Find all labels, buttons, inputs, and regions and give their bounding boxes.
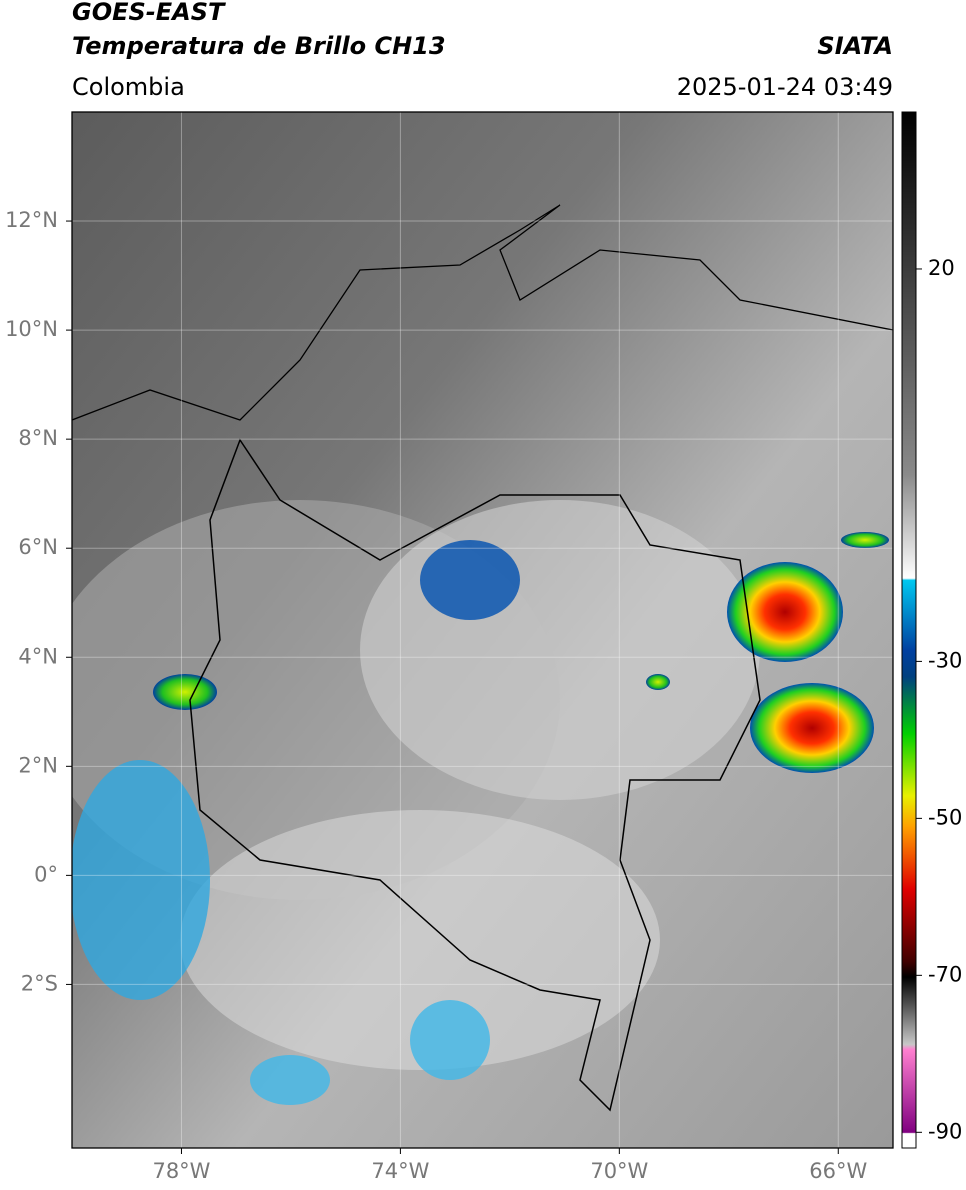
datetime: 2025-01-24 03:49: [677, 73, 893, 101]
convective-cell: [646, 674, 670, 690]
convective-cell: [841, 532, 889, 548]
convective-cell: [153, 674, 217, 710]
title: GOES-EAST: [72, 0, 226, 26]
map-imagery: [72, 112, 893, 1148]
x-tick-label: 66°W: [809, 1159, 867, 1183]
y-tick-label: 0°: [34, 862, 58, 886]
y-tick-label: 2°S: [21, 971, 58, 995]
x-tick-label: 78°W: [152, 1159, 210, 1183]
y-tick-label: 6°N: [18, 535, 58, 559]
convective-storm: [750, 683, 874, 773]
region: Colombia: [72, 73, 185, 101]
y-tick-label: 10°N: [5, 317, 58, 341]
cold-cloud: [410, 1000, 490, 1080]
cloud-field: [180, 810, 660, 1070]
cold-cloud: [420, 540, 520, 620]
coastline: [72, 204, 893, 421]
cloud-field: [360, 500, 760, 800]
subtitle: Temperatura de Brillo CH13: [72, 32, 446, 60]
colorbar-tick-label: -90: [928, 1119, 962, 1143]
cold-cloud: [72, 760, 210, 1000]
y-tick-label: 12°N: [5, 208, 58, 232]
colorbar: [901, 111, 917, 1149]
x-tick-label: 70°W: [590, 1159, 648, 1183]
colorbar-tick-label: -70: [928, 962, 962, 986]
colorbar-tick-label: -50: [928, 805, 962, 829]
y-tick-label: 4°N: [18, 644, 58, 668]
source: SIATA: [817, 32, 893, 60]
convective-storm: [727, 562, 843, 662]
country-border: [189, 438, 761, 1112]
colorbar-tick-label: 20: [928, 256, 955, 280]
map-frame: [71, 111, 894, 1149]
y-tick-label: 2°N: [18, 753, 58, 777]
grid: [72, 112, 893, 1148]
colorbar-tick-label: -30: [928, 648, 962, 672]
cold-cloud: [250, 1055, 330, 1105]
x-tick-label: 74°W: [371, 1159, 429, 1183]
y-tick-label: 8°N: [18, 426, 58, 450]
